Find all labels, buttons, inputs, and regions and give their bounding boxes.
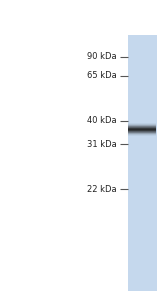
Bar (128, 130, 156, 131)
Text: 31 kDa: 31 kDa (87, 140, 117, 148)
Bar (128, 126, 156, 127)
Text: 90 kDa: 90 kDa (87, 52, 117, 61)
Bar (128, 128, 156, 129)
Bar (128, 133, 156, 134)
Bar (128, 35, 157, 291)
Bar (128, 124, 156, 125)
Bar (128, 127, 156, 128)
Bar (128, 123, 156, 124)
Text: 65 kDa: 65 kDa (87, 71, 117, 80)
Bar (128, 134, 156, 135)
Text: 40 kDa: 40 kDa (87, 116, 117, 125)
Bar (128, 135, 156, 136)
Bar (128, 125, 156, 126)
Text: 22 kDa: 22 kDa (87, 185, 117, 194)
Bar (128, 129, 156, 130)
Bar (128, 131, 156, 132)
Bar (128, 132, 156, 133)
